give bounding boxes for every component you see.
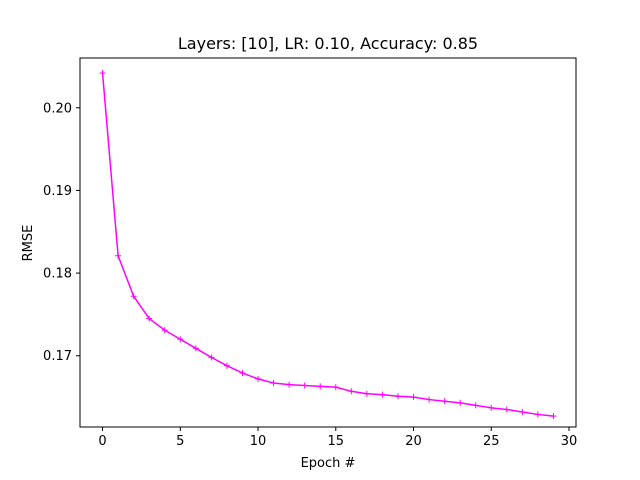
data-point bbox=[332, 384, 339, 391]
y-tick-label: 0.19 bbox=[43, 184, 72, 199]
data-point bbox=[348, 388, 355, 395]
x-tick-label: 30 bbox=[561, 434, 578, 449]
plot-area bbox=[80, 58, 576, 427]
data-point bbox=[534, 411, 541, 418]
data-point bbox=[426, 396, 433, 403]
data-point bbox=[394, 393, 401, 400]
data-point bbox=[472, 402, 479, 409]
y-tick-label: 0.18 bbox=[43, 267, 72, 282]
data-point bbox=[379, 391, 386, 398]
data-point bbox=[177, 336, 184, 343]
y-axis-label: RMSE bbox=[21, 225, 36, 262]
data-point bbox=[115, 252, 122, 259]
y-tick-label: 0.17 bbox=[43, 349, 72, 364]
data-point bbox=[99, 70, 106, 77]
x-axis-ticks: 0 5 10 15 20 25 30 bbox=[98, 427, 577, 449]
x-axis-label: Epoch # bbox=[301, 456, 356, 471]
data-point bbox=[441, 398, 448, 405]
data-point bbox=[286, 381, 293, 388]
data-point bbox=[317, 383, 324, 390]
data-point bbox=[239, 370, 246, 377]
data-point bbox=[550, 413, 557, 420]
x-tick-label: 0 bbox=[98, 434, 106, 449]
data-point bbox=[457, 399, 464, 406]
x-tick-label: 25 bbox=[483, 434, 500, 449]
data-point bbox=[270, 380, 277, 387]
y-tick-label: 0.20 bbox=[43, 101, 72, 116]
data-point bbox=[208, 354, 215, 361]
data-point bbox=[503, 406, 510, 413]
data-point bbox=[192, 345, 199, 352]
data-point bbox=[410, 394, 417, 401]
data-point bbox=[161, 327, 168, 334]
data-point bbox=[363, 390, 370, 397]
y-axis-ticks: 0.17 0.18 0.19 0.20 bbox=[43, 101, 80, 364]
data-point bbox=[223, 362, 230, 369]
x-tick-label: 15 bbox=[328, 434, 345, 449]
data-point bbox=[301, 382, 308, 389]
series-layer bbox=[99, 70, 557, 420]
plot-frame bbox=[79, 57, 577, 428]
x-tick-label: 10 bbox=[250, 434, 267, 449]
data-point bbox=[130, 293, 137, 300]
data-point bbox=[519, 408, 526, 415]
data-point bbox=[488, 404, 495, 411]
data-point bbox=[146, 315, 153, 322]
chart-title: Layers: [10], LR: 0.10, Accuracy: 0.85 bbox=[178, 34, 478, 53]
data-point bbox=[255, 375, 262, 382]
x-tick-label: 20 bbox=[405, 434, 422, 449]
x-tick-label: 5 bbox=[176, 434, 184, 449]
